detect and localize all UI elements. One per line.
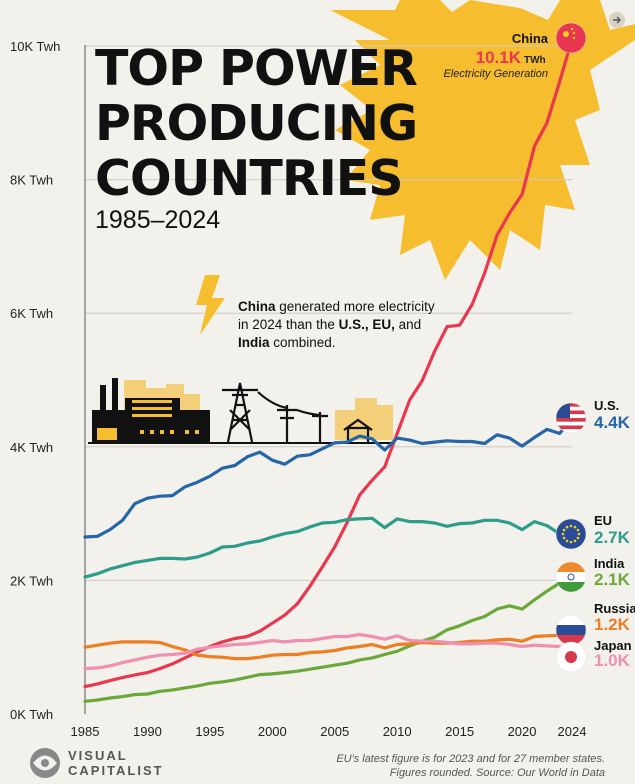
- x-axis-labels: 1985 1990 1995 2000 2005 2010 2015 2020 2024: [71, 724, 587, 739]
- y-tick-label: 10K Twh: [10, 39, 60, 54]
- annotation-part: and: [395, 317, 421, 332]
- x-tick-label: 2010: [383, 724, 412, 739]
- series-line-eu: [83, 516, 562, 579]
- title-line-3: COUNTRIES: [95, 150, 403, 207]
- x-tick-label: 2015: [445, 724, 474, 739]
- series-line-japan: [83, 632, 574, 671]
- title-line-2: PRODUCING: [95, 95, 417, 152]
- end-country-label: Russia: [594, 601, 635, 616]
- lightning-bolt-icon: [196, 275, 225, 335]
- series-line-us: [83, 418, 574, 539]
- x-tick-label: 2024: [558, 724, 587, 739]
- country-flags: [555, 22, 587, 673]
- annotation-part: in 2024 than the: [238, 317, 339, 332]
- infrastructure-illustration: [88, 378, 395, 444]
- grid-lines: [85, 45, 572, 581]
- end-value-label: 1.2K: [594, 615, 631, 634]
- series-line-china: [83, 37, 574, 689]
- y-tick-label: 0K Twh: [10, 707, 53, 722]
- end-country-label: Japan: [594, 638, 632, 653]
- annotation-part: India: [238, 335, 270, 350]
- sunburst-decoration: [330, 0, 635, 280]
- x-tick-label: 2020: [508, 724, 537, 739]
- us-flag-icon: [555, 402, 587, 434]
- y-tick-label: 2K Twh: [10, 573, 53, 588]
- china-country-label: China: [512, 31, 549, 46]
- china-label: China 10.1K TWh Electricity Generation: [443, 31, 548, 80]
- share-icon[interactable]: [609, 12, 625, 28]
- annotation-part: U.S., EU,: [339, 317, 395, 332]
- x-tick-label: 2005: [320, 724, 349, 739]
- y-tick-label: 6K Twh: [10, 306, 53, 321]
- brand-line-2: CAPITALIST: [68, 763, 164, 778]
- end-country-label: EU: [594, 513, 612, 528]
- y-tick-label: 4K Twh: [10, 440, 53, 455]
- end-country-label: U.S.: [594, 398, 619, 413]
- y-tick-label: 8K Twh: [10, 173, 53, 188]
- russia-flag-icon: [555, 614, 587, 646]
- annotation-part: generated more electricity: [276, 299, 435, 314]
- brand-line-1: VISUAL: [68, 748, 128, 763]
- x-tick-label: 1985: [71, 724, 100, 739]
- china-unit-label: TWh: [524, 55, 546, 66]
- y-axis-labels: 0K Twh 2K Twh 4K Twh 6K Twh 8K Twh 10K Twh: [10, 39, 60, 722]
- china-flag-icon: [555, 22, 587, 54]
- end-value-label: 4.4K: [594, 413, 631, 432]
- footnote-line-2: Figures rounded. Source: Our World in Da…: [390, 767, 605, 779]
- eu-flag-icon: [555, 518, 587, 550]
- title-block: TOP POWER PRODUCING COUNTRIES 1985–2024: [95, 40, 418, 234]
- end-country-label: India: [594, 556, 625, 571]
- series-line-russia: [83, 632, 574, 661]
- annotation-part: China: [238, 299, 276, 314]
- title-line-1: TOP POWER: [95, 40, 417, 97]
- x-tick-label: 1995: [195, 724, 224, 739]
- end-value-label: 1.0K: [594, 651, 631, 670]
- end-value-label: 2.7K: [594, 528, 631, 547]
- annotation-text: China generated more electricity in 2024 …: [238, 299, 435, 350]
- x-tick-label: 1990: [133, 724, 162, 739]
- annotation-part: combined.: [270, 335, 336, 350]
- japan-flag-icon: [555, 641, 587, 673]
- series-lines: [83, 37, 574, 703]
- series-line-india: [83, 572, 574, 703]
- footer: VISUAL CAPITALIST EU's latest figure is …: [30, 748, 605, 779]
- x-tick-label: 2000: [258, 724, 287, 739]
- china-caption: Electricity Generation: [443, 68, 548, 80]
- china-value-label: 10.1K: [476, 48, 522, 67]
- footnote-line-1: EU's latest figure is for 2023 and for 2…: [336, 753, 605, 765]
- subtitle: 1985–2024: [95, 206, 220, 234]
- india-flag-icon: [555, 561, 587, 593]
- end-value-label: 2.1K: [594, 570, 631, 589]
- visual-capitalist-logo-icon: [30, 748, 60, 778]
